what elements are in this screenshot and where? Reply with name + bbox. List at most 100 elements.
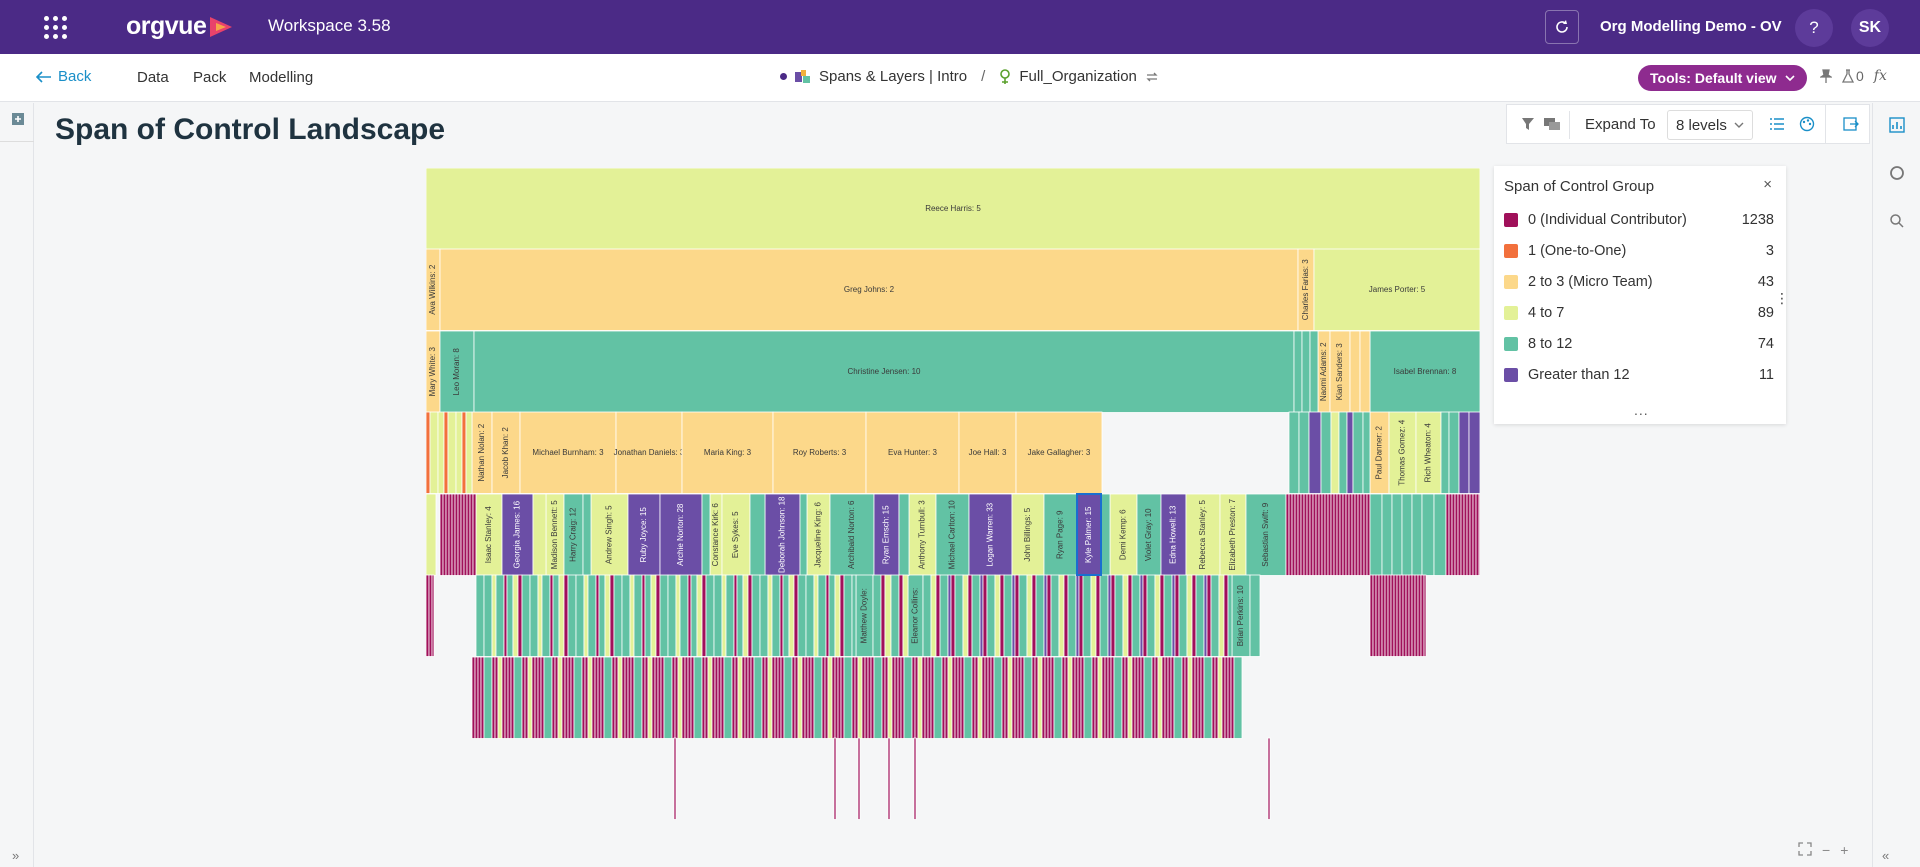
org-node[interactable] [465,411,473,494]
org-node[interactable] [1187,656,1193,739]
refresh-button[interactable] [1545,10,1579,44]
org-node[interactable] [1233,656,1243,739]
org-node[interactable] [604,574,611,657]
org-node[interactable] [513,656,523,739]
individual-contributor[interactable] [1101,656,1106,739]
individual-contributor[interactable] [1107,656,1112,739]
org-node[interactable] [1067,574,1077,657]
individual-contributor[interactable] [951,656,956,739]
individual-contributor[interactable] [457,493,462,576]
individual-contributor[interactable] [794,656,799,739]
individual-contributor[interactable] [442,493,447,576]
breadcrumb-dataset[interactable]: Full_Organization [1019,68,1137,85]
org-node[interactable] [1082,574,1092,657]
individual-contributor[interactable] [510,656,515,739]
org-node[interactable] [1401,493,1413,576]
org-node[interactable] [644,574,652,657]
individual-contributor[interactable] [971,656,976,739]
individual-contributor[interactable] [1161,656,1166,739]
org-node[interactable] [1037,656,1043,739]
org-node[interactable] [473,330,1295,413]
individual-contributor[interactable] [1110,574,1116,657]
individual-contributor[interactable] [454,493,459,576]
individual-contributor[interactable] [1267,737,1271,820]
individual-contributor[interactable] [1091,656,1096,739]
individual-contributor[interactable] [477,656,482,739]
org-node[interactable] [677,656,683,739]
individual-contributor[interactable] [1014,574,1020,657]
org-node[interactable] [1026,574,1033,657]
individual-contributor[interactable] [1131,656,1136,739]
individual-contributor[interactable] [857,737,861,820]
org-node[interactable] [439,330,475,413]
individual-contributor[interactable] [1357,493,1362,576]
org-node[interactable] [1083,656,1093,739]
org-node[interactable] [993,656,1003,739]
individual-contributor[interactable] [924,656,929,739]
individual-contributor[interactable] [837,656,842,739]
org-node[interactable] [675,574,681,657]
individual-contributor[interactable] [1094,656,1099,739]
individual-contributor[interactable] [884,656,889,739]
org-node[interactable] [725,574,735,657]
individual-contributor[interactable] [651,656,656,739]
individual-contributor[interactable] [597,656,602,739]
individual-contributor[interactable] [1393,574,1398,657]
org-node[interactable] [1195,574,1205,657]
org-node[interactable] [1075,574,1080,657]
close-icon[interactable]: × [1763,176,1772,193]
individual-contributor[interactable] [1417,574,1422,657]
individual-contributor[interactable] [1297,493,1302,576]
org-node[interactable] [707,656,713,739]
individual-contributor[interactable] [570,656,575,739]
individual-contributor[interactable] [1285,493,1290,576]
chart-panel-icon[interactable] [1887,115,1907,135]
org-node[interactable] [767,574,773,657]
collapse-right-icon[interactable]: « [1882,848,1890,863]
individual-contributor[interactable] [428,574,433,657]
individual-contributor[interactable] [1140,656,1145,739]
org-node[interactable] [475,574,485,657]
org-node[interactable] [898,493,910,576]
org-node[interactable] [817,574,827,657]
help-button[interactable]: ? [1795,9,1833,47]
individual-contributor[interactable] [1360,493,1365,576]
org-node[interactable] [759,574,769,657]
org-node[interactable] [890,574,900,657]
org-node[interactable] [541,574,551,657]
individual-contributor[interactable] [935,574,941,657]
individual-contributor[interactable] [734,656,739,739]
org-node[interactable] [1109,493,1138,576]
org-node[interactable] [968,493,1013,576]
org-node[interactable] [483,656,493,739]
flask-counter[interactable]: 0 [1842,68,1864,84]
org-node[interactable] [813,656,823,739]
individual-contributor[interactable] [839,574,845,657]
individual-contributor[interactable] [611,656,616,739]
individual-contributor[interactable] [1047,656,1052,739]
org-node[interactable] [783,656,793,739]
org-node[interactable] [1227,574,1233,657]
org-node[interactable] [506,574,514,657]
org-node[interactable] [1097,656,1103,739]
individual-contributor[interactable] [1330,493,1335,576]
individual-contributor[interactable] [1211,656,1216,739]
zoom-in-icon[interactable]: + [1840,842,1849,858]
org-node[interactable] [872,574,882,657]
individual-contributor[interactable] [1454,493,1459,576]
org-node[interactable] [663,656,673,739]
individual-contributor[interactable] [744,656,749,739]
org-node[interactable] [429,411,439,494]
individual-contributor[interactable] [463,493,468,576]
individual-contributor[interactable] [741,656,746,739]
org-node[interactable] [828,574,836,657]
individual-contributor[interactable] [761,656,766,739]
org-node[interactable] [813,574,819,657]
org-node[interactable] [805,574,815,657]
org-node[interactable] [994,574,1001,657]
org-node[interactable] [437,411,445,494]
individual-contributor[interactable] [801,656,806,739]
individual-contributor[interactable] [930,656,935,739]
individual-contributor[interactable] [1351,493,1356,576]
individual-contributor[interactable] [1372,574,1377,657]
